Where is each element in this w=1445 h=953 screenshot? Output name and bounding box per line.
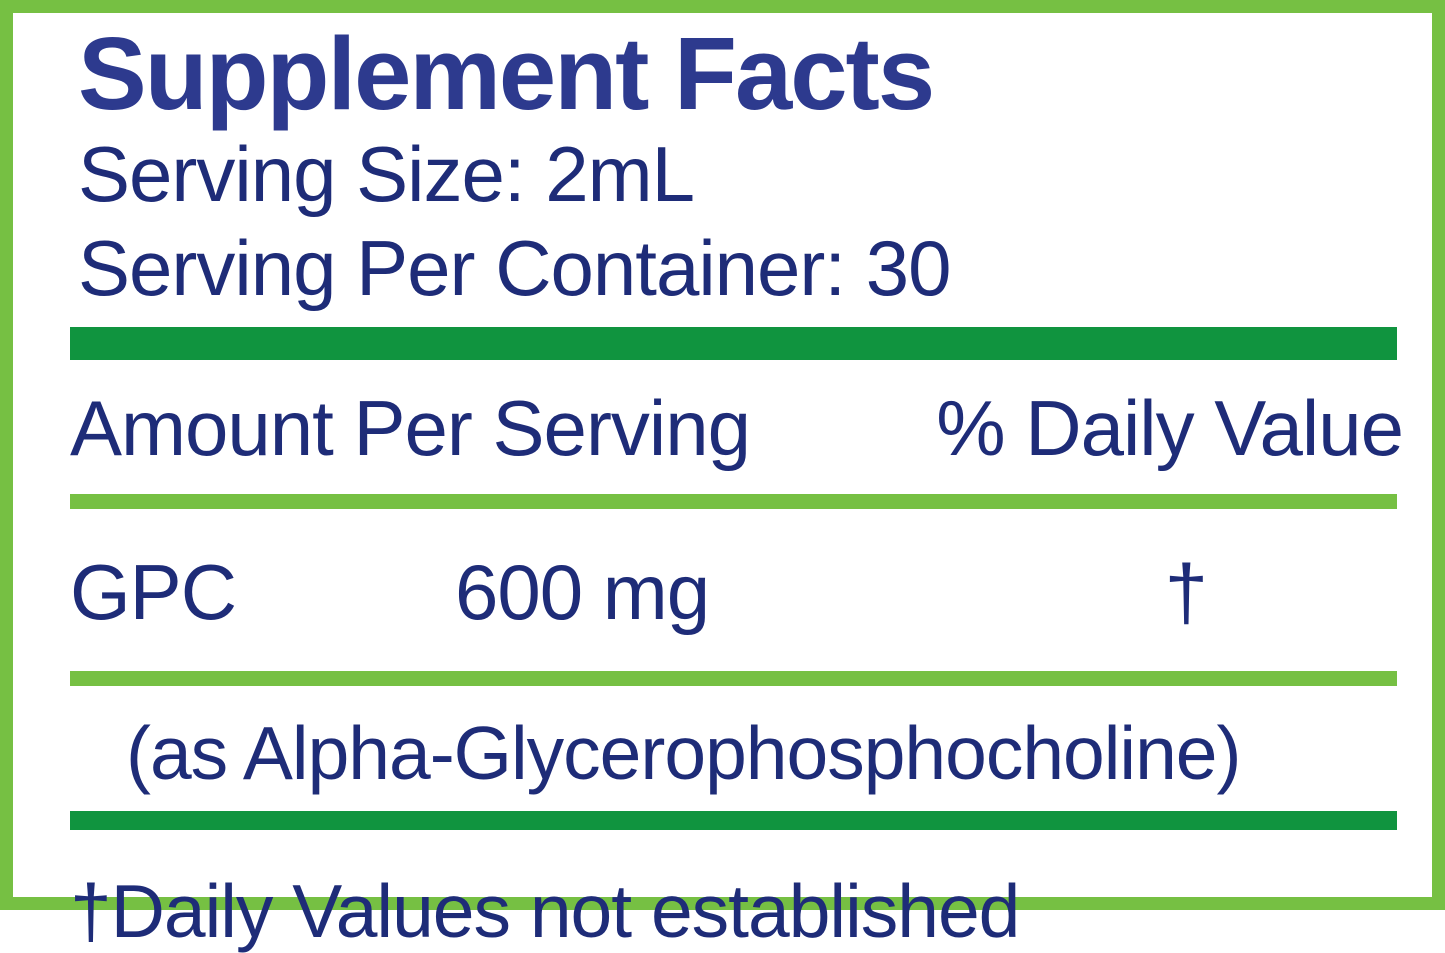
serving-size-text: Serving Size: 2mL: [78, 130, 695, 219]
divider-thick-bottom: [70, 811, 1397, 831]
dagger-symbol: †: [1164, 548, 1208, 637]
divider-thick-top: [70, 327, 1397, 361]
panel-title: Supplement Facts: [78, 16, 935, 131]
ingredient-amount: 600 mg: [455, 548, 710, 637]
panel-content: Supplement Facts Serving Size: 2mL Servi…: [13, 13, 1432, 949]
servings-per-container-text: Serving Per Container: 30: [78, 223, 952, 312]
divider-thin-upper: [70, 494, 1397, 510]
ingredient-name: GPC: [70, 548, 237, 637]
ingredient-source-note: (as Alpha-Glycerophosphocholine): [126, 711, 1242, 796]
ingredient-row: GPC 600 mg †: [70, 509, 1397, 671]
percent-daily-value-header: % Daily Value: [936, 384, 1404, 473]
column-header-row: Amount Per Serving % Daily Value: [70, 360, 1404, 494]
amount-per-serving-header: Amount Per Serving: [70, 384, 751, 473]
divider-thin-lower: [70, 671, 1397, 687]
daily-value-footnote: †Daily Values not established: [70, 869, 1020, 953]
